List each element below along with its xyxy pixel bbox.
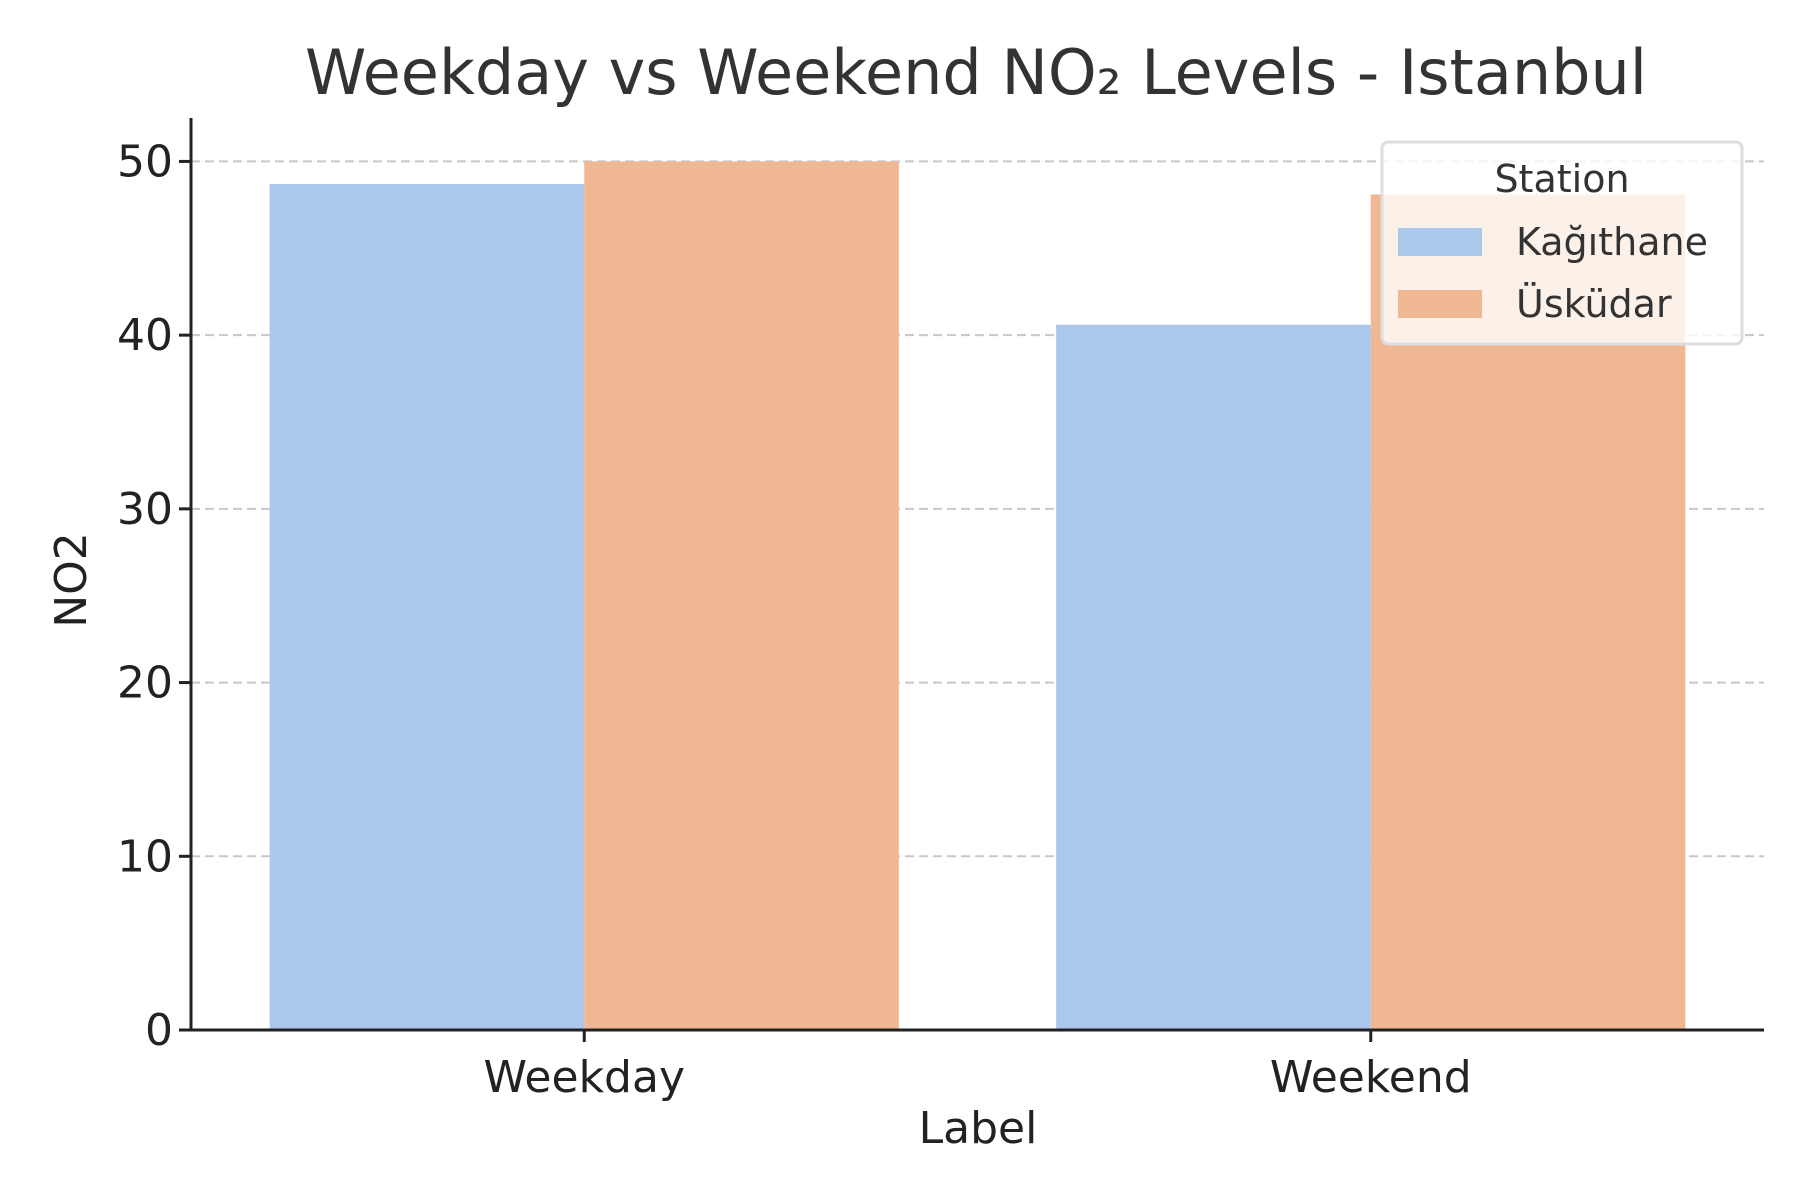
y-axis-ticks: 0 10 20 30 40 50 xyxy=(117,136,191,1056)
axes xyxy=(189,118,1764,1032)
y-tick-label: 50 xyxy=(117,136,173,187)
bar xyxy=(584,161,899,1030)
y-tick-label: 30 xyxy=(117,484,173,535)
y-tick-label: 40 xyxy=(117,310,173,361)
legend-label: Üsküdar xyxy=(1516,282,1672,326)
x-tick-label: Weekday xyxy=(484,1052,685,1103)
x-axis-ticks: Weekday Weekend xyxy=(484,1030,1472,1103)
legend-swatch xyxy=(1398,290,1482,318)
bar xyxy=(269,184,585,1031)
x-axis-label: Label xyxy=(919,1103,1038,1154)
y-tick-label: 20 xyxy=(117,658,173,709)
legend-swatch xyxy=(1398,228,1482,256)
chart-title: Weekday vs Weekend NO₂ Levels - Istanbul xyxy=(305,36,1647,109)
legend: Station Kağıthane Üsküdar xyxy=(1380,140,1744,346)
y-tick-label: 10 xyxy=(117,831,173,882)
y-axis-label: NO2 xyxy=(46,532,97,628)
x-tick-label: Weekend xyxy=(1270,1052,1472,1103)
legend-items: Kağıthane Üsküdar xyxy=(1398,220,1708,326)
legend-title: Station xyxy=(1494,157,1629,201)
y-tick-label: 0 xyxy=(145,1005,173,1056)
legend-label: Kağıthane xyxy=(1516,220,1708,264)
bar xyxy=(1056,324,1371,1031)
